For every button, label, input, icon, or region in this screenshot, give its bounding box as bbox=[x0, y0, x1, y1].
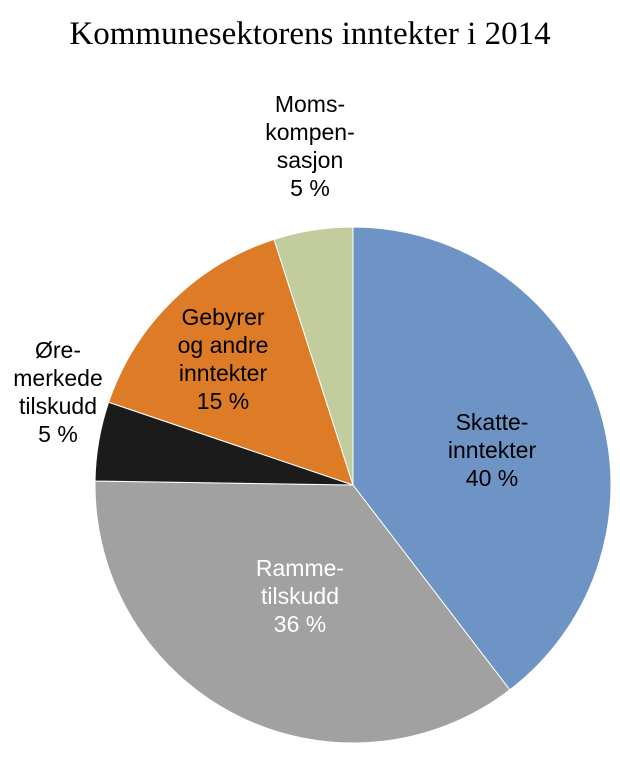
pie-slice-momskompensasjon bbox=[273, 226, 354, 486]
pie-slice-rammetilskudd bbox=[94, 480, 511, 744]
chart-title: Kommunesektorens inntekter i 2014 bbox=[69, 16, 551, 52]
slice-label-skatteinntekter: Skatte- inntekter 40 % bbox=[447, 409, 537, 491]
pie-slice-skatteinntekter bbox=[352, 226, 612, 691]
slice-label-gebyrer-og-andre-inntekter: Gebyrer og andre inntekter 15 % bbox=[177, 304, 269, 414]
slice-label-rammetilskudd: Ramme- tilskudd 36 % bbox=[255, 555, 345, 637]
pie-slice-gebyrer-og-andre-inntekter bbox=[108, 238, 354, 486]
slice-label-momskompensasjon: Moms- kompen- sasjon 5 % bbox=[265, 91, 355, 201]
slice-label-oremerkede-tilskudd: Øre- merkede tilskudd 5 % bbox=[13, 337, 103, 447]
